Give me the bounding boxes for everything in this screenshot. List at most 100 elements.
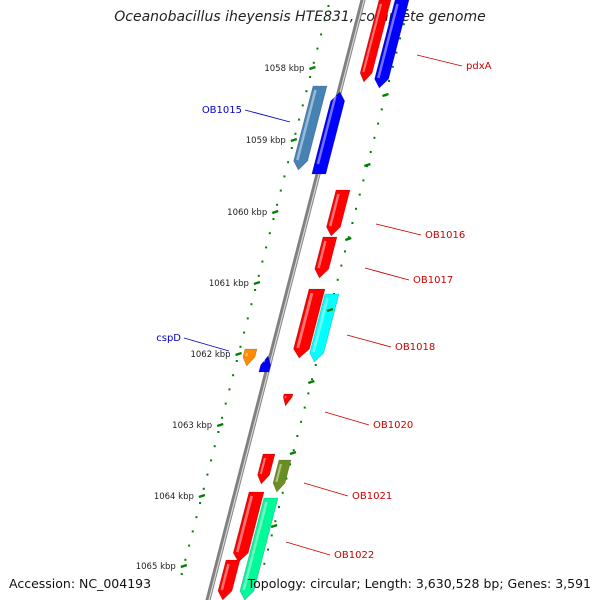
scale-dot bbox=[246, 317, 249, 320]
scale-dot bbox=[289, 463, 292, 466]
scale-dot bbox=[265, 246, 268, 249]
feature-OB1018-cyan-shape[interactable] bbox=[309, 293, 340, 363]
scale-dot bbox=[395, 51, 398, 54]
feature-pdxA-shine bbox=[362, 3, 383, 73]
feature-layer bbox=[217, 0, 410, 600]
scale-dot bbox=[290, 147, 293, 149]
scale-dot bbox=[320, 33, 323, 36]
feature-pdxA-shape[interactable] bbox=[359, 0, 392, 83]
feature-OB1015[interactable] bbox=[311, 91, 345, 175]
feature-OB1018-shape[interactable] bbox=[293, 288, 326, 359]
feature-OB1022-mint-shape[interactable] bbox=[239, 497, 279, 600]
feature-pdxA-blue-shine bbox=[377, 3, 399, 79]
feature-OB1015-shape[interactable] bbox=[311, 91, 345, 175]
gene-label[interactable]: OB1016 bbox=[425, 230, 465, 241]
tick-label: 1063 kbp bbox=[172, 421, 212, 431]
feature-OB1022-next[interactable] bbox=[217, 559, 241, 600]
scale-dot bbox=[311, 378, 314, 381]
gene-label[interactable]: OB1015 bbox=[202, 105, 242, 116]
gene-leader-line bbox=[244, 109, 291, 123]
feature-OB1022-shape[interactable] bbox=[232, 491, 265, 563]
genome-backbone bbox=[205, 0, 366, 600]
scale-dot bbox=[261, 260, 264, 263]
feature-OB1018[interactable] bbox=[293, 288, 326, 359]
feature-cspD-shape[interactable] bbox=[258, 355, 271, 373]
scale-dot bbox=[202, 487, 205, 490]
scale-dot bbox=[228, 388, 231, 391]
backbone-layer bbox=[205, 0, 366, 600]
major-tick bbox=[289, 450, 297, 456]
feature-OB1015-track[interactable] bbox=[293, 85, 328, 171]
feature-cspD-orange-shape[interactable] bbox=[242, 348, 258, 367]
major-tick bbox=[326, 307, 334, 313]
scale-dot bbox=[188, 544, 191, 547]
feature-cspD[interactable] bbox=[258, 355, 271, 373]
scale-dot bbox=[180, 573, 183, 575]
feature-pdxA-blue[interactable] bbox=[374, 0, 410, 89]
scale-dot bbox=[254, 289, 257, 291]
scale-dot bbox=[210, 459, 213, 462]
gene-label[interactable]: pdxA bbox=[466, 61, 492, 72]
feature-OB1018-shine bbox=[296, 292, 314, 349]
gene-label[interactable]: OB1022 bbox=[334, 550, 374, 561]
feature-OB1022[interactable] bbox=[232, 491, 265, 563]
feature-OB1016-shape[interactable] bbox=[326, 189, 351, 237]
feature-OB1021-shine bbox=[259, 457, 267, 475]
scale-dot bbox=[336, 278, 339, 281]
scale-dot bbox=[283, 175, 286, 178]
feature-cspD-orange[interactable] bbox=[242, 348, 258, 367]
scale-dot bbox=[327, 5, 330, 7]
scale-dot bbox=[213, 445, 216, 448]
gene-leader-line bbox=[285, 541, 331, 556]
scale-dot bbox=[278, 506, 281, 508]
scale-dot bbox=[358, 193, 361, 196]
scale-dot bbox=[307, 392, 310, 395]
major-tick bbox=[235, 351, 242, 357]
gene-label[interactable]: OB1021 bbox=[352, 491, 392, 502]
gene-leader-line bbox=[416, 54, 463, 67]
scale-dot bbox=[235, 360, 238, 362]
scale-dot bbox=[402, 23, 405, 26]
major-tick bbox=[271, 209, 279, 215]
feature-pdxA[interactable] bbox=[359, 0, 392, 83]
feature-pdxA-blue-shape[interactable] bbox=[374, 0, 410, 89]
topology-summary: Topology: circular; Length: 3,630,528 bp… bbox=[247, 576, 591, 591]
feature-OB1017[interactable] bbox=[314, 236, 338, 279]
tick-dot-layer bbox=[180, 5, 409, 575]
feature-OB1020-shine bbox=[284, 395, 287, 399]
feature-OB1021-shape[interactable] bbox=[257, 453, 276, 485]
feature-OB1020-shape[interactable] bbox=[282, 393, 294, 407]
feature-OB1020[interactable] bbox=[282, 393, 294, 407]
scale-dot bbox=[300, 420, 303, 423]
gene-label[interactable]: OB1018 bbox=[395, 342, 435, 353]
feature-OB1015-track-shape[interactable] bbox=[293, 85, 328, 171]
scale-dot bbox=[184, 558, 187, 561]
scale-dot bbox=[316, 47, 319, 50]
accession-text: Accession: NC_004193 bbox=[9, 576, 152, 591]
feature-OB1016[interactable] bbox=[326, 189, 351, 237]
scale-dot bbox=[314, 364, 317, 366]
scale-dot bbox=[272, 218, 275, 220]
tick-label: 1061 kbp bbox=[209, 279, 249, 289]
feature-OB1021-olive-shape[interactable] bbox=[272, 459, 292, 493]
major-tick bbox=[307, 379, 315, 385]
gene-label[interactable]: OB1020 bbox=[373, 420, 413, 431]
feature-OB1022-next-shape[interactable] bbox=[217, 559, 241, 600]
scale-dot bbox=[380, 108, 383, 111]
major-tick bbox=[309, 65, 316, 71]
gene-label[interactable]: cspD bbox=[156, 333, 181, 344]
feature-OB1021-olive[interactable] bbox=[272, 459, 292, 493]
tick-label: 1065 kbp bbox=[136, 562, 176, 572]
scale-dot bbox=[243, 331, 246, 334]
feature-OB1022-mint[interactable] bbox=[239, 497, 279, 600]
feature-OB1021[interactable] bbox=[257, 453, 276, 485]
feature-OB1022-mint-shine bbox=[242, 501, 268, 591]
feature-OB1018-cyan[interactable] bbox=[309, 293, 340, 363]
major-tick bbox=[253, 280, 261, 286]
gene-label[interactable]: OB1017 bbox=[413, 275, 453, 286]
feature-OB1017-shape[interactable] bbox=[314, 236, 338, 279]
gene-label-layer: pdxA OB1015 OB1016 OB1017 OB1018 cspD OB1020 OB… bbox=[156, 54, 492, 561]
scale-dot bbox=[199, 502, 202, 504]
scale-dot bbox=[344, 250, 347, 253]
